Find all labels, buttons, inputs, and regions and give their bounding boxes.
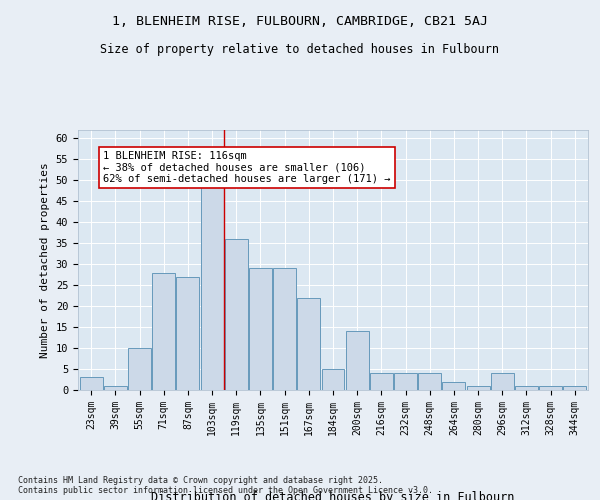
Bar — [563, 386, 586, 390]
Bar — [370, 373, 393, 390]
Bar — [515, 386, 538, 390]
Bar — [200, 184, 224, 390]
Bar — [152, 272, 175, 390]
Bar — [104, 386, 127, 390]
Bar — [394, 373, 417, 390]
Bar — [467, 386, 490, 390]
Bar — [322, 369, 344, 390]
Bar — [442, 382, 466, 390]
Bar — [249, 268, 272, 390]
Bar — [298, 298, 320, 390]
Text: 1 BLENHEIM RISE: 116sqm
← 38% of detached houses are smaller (106)
62% of semi-d: 1 BLENHEIM RISE: 116sqm ← 38% of detache… — [103, 151, 391, 184]
Bar — [176, 277, 199, 390]
Bar — [273, 268, 296, 390]
Text: Contains HM Land Registry data © Crown copyright and database right 2025.
Contai: Contains HM Land Registry data © Crown c… — [18, 476, 433, 495]
Bar — [128, 348, 151, 390]
X-axis label: Distribution of detached houses by size in Fulbourn: Distribution of detached houses by size … — [151, 490, 515, 500]
Bar — [539, 386, 562, 390]
Bar — [346, 332, 368, 390]
Bar — [80, 378, 103, 390]
Text: Size of property relative to detached houses in Fulbourn: Size of property relative to detached ho… — [101, 42, 499, 56]
Bar — [491, 373, 514, 390]
Y-axis label: Number of detached properties: Number of detached properties — [40, 162, 50, 358]
Bar — [225, 239, 248, 390]
Bar — [418, 373, 441, 390]
Text: 1, BLENHEIM RISE, FULBOURN, CAMBRIDGE, CB21 5AJ: 1, BLENHEIM RISE, FULBOURN, CAMBRIDGE, C… — [112, 15, 488, 28]
